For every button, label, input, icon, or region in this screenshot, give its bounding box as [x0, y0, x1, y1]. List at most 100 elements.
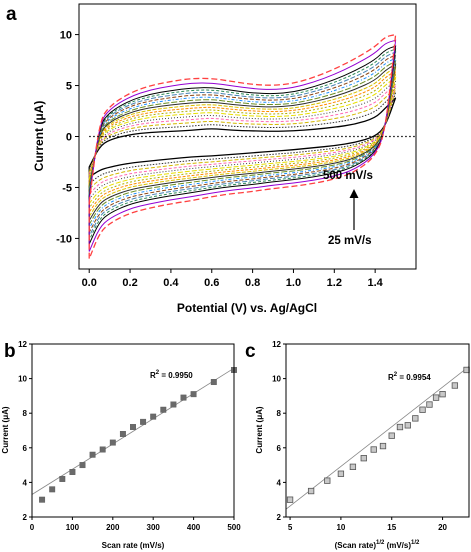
panel-b-ytick-label: 4: [23, 478, 28, 487]
panel-b-r2: R2 = 0.9950: [150, 370, 193, 380]
panel-b-r2-sup: 2: [156, 370, 160, 376]
panel-b-ytick-label: 12: [18, 340, 27, 349]
panel-b-xtick-label: 100: [66, 523, 80, 532]
panel-c-ytick-label: 10: [272, 375, 281, 384]
panel-a-annotation-500: 500 mV/s: [323, 170, 373, 182]
cv-curve-250-mvs: [88, 63, 397, 223]
panel-c-xtick-label: 10: [336, 523, 345, 532]
panel-c-ytick-label: 12: [272, 340, 281, 349]
panel-c-ytick-label: 2: [277, 513, 282, 522]
panel-a-letter: a: [6, 4, 17, 25]
panel-c-ytick-label: 8: [277, 409, 282, 418]
panel-b-data-point: [180, 394, 187, 401]
panel-b-points: [39, 367, 237, 503]
panel-a-xtick-label: 1.0: [286, 277, 301, 289]
panel-c-ytick-label: 6: [277, 444, 282, 453]
panel-c-xlabel-pre: (Scan rate): [335, 541, 377, 550]
panel-b-xtick-label: 200: [106, 523, 120, 532]
panel-b-xlabel: Scan rate (mV/s): [102, 541, 165, 550]
panel-c-data-point: [451, 382, 459, 389]
panel-a-xtick-label: 0.2: [122, 277, 137, 289]
panel-c-data-point: [404, 422, 411, 429]
panel-c-data-point: [439, 391, 446, 398]
panel-a-ytick-label: -5: [62, 182, 72, 194]
cv-curve-375-mvs: [88, 48, 397, 241]
panel-c-data-point: [360, 455, 367, 462]
panel-b-data-point: [109, 439, 116, 446]
panel-a-ytick-label: 5: [66, 81, 72, 93]
panel-b-data-point: [170, 401, 177, 408]
panel-b-frame: [31, 343, 235, 518]
panel-a-ytick-label: 0: [66, 132, 72, 144]
panel-c-data-point: [412, 415, 419, 422]
panel-c-r2-sup: 2: [394, 372, 398, 378]
panel-a-curves: [88, 33, 397, 260]
panel-b-data-point: [99, 446, 106, 453]
panel-b-data-point: [130, 424, 136, 430]
panel-c-data-point: [286, 496, 294, 503]
panel-b-letter: b: [4, 341, 16, 362]
panel-c-xlabel: (Scan rate)1/2 (mV/s)1/2: [335, 540, 420, 550]
panel-b-xtick-label: 300: [147, 523, 161, 532]
panel-a-ylabel: Current (μA): [32, 101, 46, 172]
panel-b-data-point: [140, 418, 147, 425]
panel-b-xtick-label: 500: [227, 523, 241, 532]
panel-c-data-point: [370, 446, 377, 453]
panel-b-data-point: [119, 431, 126, 437]
panel-c-fit: [285, 366, 470, 510]
panel-c-fit-line: [285, 366, 470, 510]
panel-c-data-point: [463, 366, 470, 374]
panel-b-ytick-label: 10: [18, 375, 27, 384]
cv-curve-500-mvs: [88, 33, 397, 260]
panel-a-axes: 0.0 0.2 0.4 0.6 0.8 1.0 1.2 1.4 -10 -5 0 5 10: [56, 30, 384, 289]
panel-a-xtick-label: 0.4: [163, 277, 179, 289]
panel-c-data-point: [337, 470, 345, 477]
panel-c-data-point: [432, 394, 440, 401]
panel-c-data-point: [324, 477, 331, 484]
panel-c-letter: c: [245, 341, 256, 362]
panel-a-xtick-label: 0.0: [82, 277, 97, 289]
cv-curve-225-mvs: [88, 66, 397, 219]
panel-a-xtick-label: 0.6: [204, 277, 219, 289]
cv-curve-50-mvs: [88, 90, 397, 185]
panel-c-xlabel-mid: (mV/s): [384, 541, 411, 550]
scan-rate-arrowhead: [349, 189, 359, 198]
panel-b-ytick-label: 8: [23, 409, 28, 418]
panel-b-data-point: [150, 413, 157, 420]
cv-curve-350-mvs: [88, 51, 397, 237]
panel-b-ytick-label: 2: [23, 513, 28, 522]
panel-b-xtick-label: 0: [30, 523, 35, 532]
panel-b-data-point: [49, 486, 56, 493]
panel-c-frame: [285, 343, 470, 518]
panel-a-xlabel: Potential (V) vs. Ag/AgCl: [177, 301, 317, 315]
cv-curve-100-mvs: [88, 83, 397, 196]
panel-a-ytick-label: -10: [56, 233, 72, 245]
cv-curve-75-mvs: [88, 86, 397, 191]
panel-a-annotation-25: 25 mV/s: [328, 235, 371, 247]
cv-curve-25-mvs: [88, 97, 397, 179]
panel-c-xlabel-sup2: 1/2: [411, 540, 420, 546]
panel-c-r2: R2 = 0.9954: [388, 372, 431, 382]
panel-b-data-point: [210, 379, 217, 386]
panel-c-r2-value: = 0.9954: [397, 373, 431, 382]
panel-b-fit-line: [31, 367, 235, 495]
panel-c-data-point: [388, 432, 395, 439]
panel-c-data-point: [426, 401, 433, 408]
panel-b-xtick-label: 400: [187, 523, 201, 532]
cv-curve-125-mvs: [88, 79, 397, 201]
panel-a-xtick-label: 1.2: [327, 277, 342, 289]
panel-c-data-point: [307, 487, 315, 495]
cv-curve-325-mvs: [88, 54, 397, 233]
panel-b-data-point: [39, 496, 46, 503]
panel-b-data-point: [89, 451, 96, 458]
panel-b-data-point: [190, 391, 197, 398]
panel-c-xtick-label: 20: [438, 523, 447, 532]
panel-c-r2-base: R: [388, 373, 394, 382]
panel-b-r2-value: = 0.9950: [159, 371, 193, 380]
panel-c-axes: 5 10 15 20 2 4 6 8 10 12: [272, 340, 447, 532]
panel-c-ytick-label: 4: [277, 478, 282, 487]
panel-c-xtick-label: 5: [288, 523, 293, 532]
